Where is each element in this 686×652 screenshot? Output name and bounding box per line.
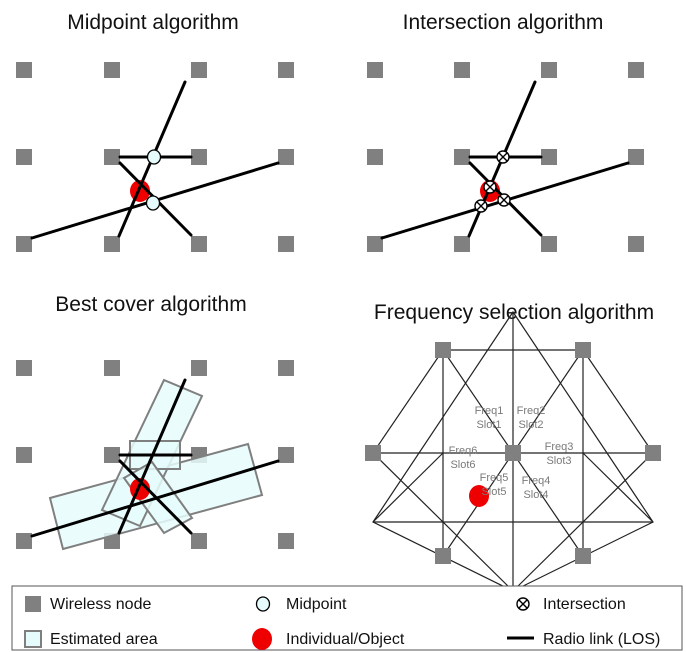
wireless-node <box>278 149 294 165</box>
wireless-node <box>191 360 207 376</box>
wireless-node <box>541 62 557 78</box>
intersection-marker <box>483 180 497 194</box>
best-cover-panel-title: Best cover algorithm <box>55 293 246 316</box>
wireless-node <box>16 447 32 463</box>
midpoint-legend-icon <box>255 596 271 612</box>
wireless-node <box>367 149 383 165</box>
wireless-node <box>454 62 470 78</box>
wireless-node <box>104 360 120 376</box>
wireless-node <box>16 149 32 165</box>
wireless-node <box>104 236 120 252</box>
legend: Wireless node Midpoint Intersection Esti… <box>11 585 683 651</box>
wireless-node <box>367 236 383 252</box>
legend-individual-object: Individual/Object <box>286 631 405 648</box>
cell-freq-label: Freq6 <box>449 445 478 457</box>
wireless-node <box>645 445 661 461</box>
wireless-node <box>278 236 294 252</box>
triangular-grid <box>372 310 654 592</box>
estimated-areas <box>48 378 264 551</box>
cell-freq-label: Freq1 <box>475 405 504 417</box>
legend-midpoint: Midpoint <box>286 596 347 613</box>
cell-slot-label: Slot4 <box>523 489 548 501</box>
cell-labels: Freq1 Slot1 Freq2 Slot2 Freq3 Slot3 Freq… <box>449 405 574 501</box>
cell-slot-label: Slot5 <box>481 486 506 498</box>
frequency-nodes <box>365 342 661 564</box>
wireless-node <box>454 149 470 165</box>
cell-freq-label: Freq3 <box>545 441 574 453</box>
individual-object <box>469 485 489 507</box>
object-legend-icon <box>252 628 272 650</box>
intersection-marker <box>496 150 510 164</box>
intersection-panel-title: Intersection algorithm <box>403 11 604 34</box>
wireless-node <box>278 447 294 463</box>
wireless-node <box>16 533 32 549</box>
wireless-node <box>278 360 294 376</box>
cell-freq-label: Freq2 <box>517 405 546 417</box>
wireless-node <box>435 342 451 358</box>
wireless-node <box>104 149 120 165</box>
wireless-node <box>104 447 120 463</box>
wireless-node <box>628 236 644 252</box>
intersection-legend-icon <box>516 597 530 611</box>
best-cover-links <box>30 378 280 538</box>
wireless-node <box>16 236 32 252</box>
wireless-node <box>575 548 591 564</box>
midpoint-panel: Midpoint algorithm <box>16 11 294 252</box>
wireless-node <box>575 342 591 358</box>
cell-slot-label: Slot3 <box>546 455 571 467</box>
midpoint-panel-title: Midpoint algorithm <box>67 11 239 34</box>
midpoint-nodes <box>16 62 294 252</box>
wireless-node <box>541 149 557 165</box>
cell-slot-label: Slot1 <box>476 419 501 431</box>
wireless-node <box>191 236 207 252</box>
midpoint-marker <box>146 149 162 165</box>
wireless-node <box>541 236 557 252</box>
legend-wireless-node: Wireless node <box>50 596 151 613</box>
wireless-node-legend-icon <box>25 596 41 612</box>
legend-radio-link: Radio link (LOS) <box>543 631 660 648</box>
intersection-marker <box>497 193 511 207</box>
wireless-node <box>278 62 294 78</box>
wireless-node <box>367 62 383 78</box>
cell-freq-label: Freq4 <box>522 475 551 487</box>
wireless-node <box>435 548 451 564</box>
wireless-node <box>278 533 294 549</box>
wireless-node <box>628 149 644 165</box>
cell-slot-label: Slot6 <box>450 459 475 471</box>
wireless-node <box>191 149 207 165</box>
cell-freq-label: Freq5 <box>480 472 509 484</box>
wireless-node <box>191 533 207 549</box>
best-cover-panel: Best cover algorithm <box>16 293 294 551</box>
estimated-area-legend-icon <box>24 630 42 648</box>
wireless-node <box>16 62 32 78</box>
frequency-panel: Frequency selection algorithm <box>365 301 661 592</box>
legend-frame <box>11 585 683 651</box>
wireless-node <box>16 360 32 376</box>
intersection-marker <box>474 199 488 213</box>
midpoint-marker <box>145 195 161 211</box>
radio-link <box>118 459 193 535</box>
wireless-node <box>191 62 207 78</box>
legend-intersection: Intersection <box>543 596 626 613</box>
wireless-node <box>505 445 521 461</box>
intersection-nodes <box>367 62 644 252</box>
cell-slot-label: Slot2 <box>518 419 543 431</box>
legend-estimated-area: Estimated area <box>50 631 158 648</box>
wireless-node <box>104 62 120 78</box>
wireless-node <box>454 236 470 252</box>
wireless-node <box>365 445 381 461</box>
intersection-panel: Intersection algorithm <box>367 11 644 252</box>
wireless-node <box>628 62 644 78</box>
